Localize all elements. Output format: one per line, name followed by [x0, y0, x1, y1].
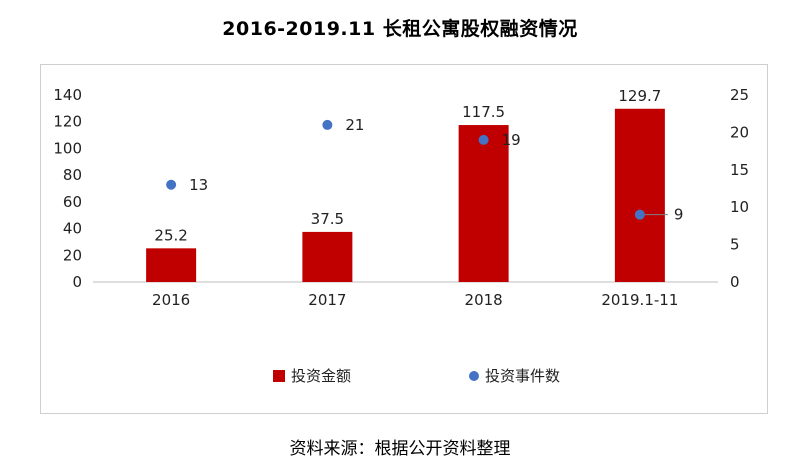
point-data-label: 13 — [189, 176, 208, 194]
y-left-tick-label: 100 — [53, 139, 82, 157]
y-right-tick-label: 25 — [730, 86, 749, 104]
bar — [614, 108, 665, 282]
point — [166, 179, 177, 190]
point-data-label: 9 — [674, 206, 684, 224]
x-tick-label: 2017 — [308, 291, 346, 309]
y-right-tick-label: 10 — [730, 198, 749, 216]
legend-label: 投资金额 — [291, 367, 351, 385]
legend-swatch-point — [469, 371, 479, 381]
y-right-tick-label: 0 — [730, 273, 740, 291]
bar-data-label: 129.7 — [618, 87, 661, 105]
bar-data-label: 37.5 — [311, 210, 344, 228]
x-tick-label: 2018 — [465, 291, 503, 309]
bar-data-label: 25.2 — [154, 226, 187, 244]
y-right-tick-label: 15 — [730, 161, 749, 179]
x-tick-label: 2019.1-11 — [601, 291, 678, 309]
legend-swatch-bar — [273, 370, 285, 382]
chart-frame — [40, 64, 768, 414]
point-data-label: 21 — [345, 116, 364, 134]
y-left-tick-label: 140 — [53, 86, 82, 104]
bar — [302, 231, 353, 282]
bar — [146, 248, 197, 282]
y-left-tick-label: 60 — [63, 193, 82, 211]
point-data-label: 19 — [502, 131, 521, 149]
y-right-tick-label: 20 — [730, 123, 749, 141]
y-left-tick-label: 20 — [63, 246, 82, 264]
point — [478, 134, 489, 145]
y-left-tick-label: 40 — [63, 220, 82, 238]
bar-data-label: 117.5 — [462, 103, 505, 121]
source-note: 资料来源：根据公开资料整理 — [289, 439, 511, 459]
chart-title: 2016-2019.11 长租公寓股权融资情况 — [222, 18, 578, 40]
legend-label: 投资事件数 — [485, 367, 560, 385]
y-left-tick-label: 0 — [72, 273, 82, 291]
point — [322, 119, 333, 130]
bar — [458, 125, 509, 282]
x-tick-label: 2016 — [152, 291, 190, 309]
y-left-tick-label: 120 — [53, 113, 82, 131]
y-right-tick-label: 5 — [730, 236, 740, 254]
point — [634, 209, 645, 220]
y-left-tick-label: 80 — [63, 166, 82, 184]
